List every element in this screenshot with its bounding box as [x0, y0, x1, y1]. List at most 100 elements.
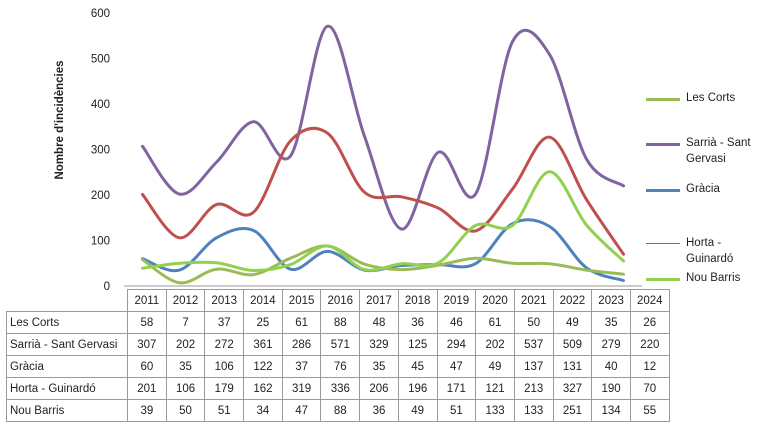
table-cell: 327 — [552, 377, 593, 400]
year-header-cell: 2019 — [436, 289, 477, 312]
series-line-nou-barris — [141, 170, 625, 273]
table-cell: 137 — [513, 355, 554, 378]
table-cell: 272 — [204, 333, 245, 356]
axis-layer: 0 100 200 300 400 500 600 — [91, 8, 642, 293]
table-cell: 279 — [591, 333, 631, 356]
table-cell: 134 — [591, 399, 631, 422]
table-cell: 37 — [204, 311, 245, 334]
table-cell: 162 — [243, 377, 283, 400]
table-cell: 35 — [359, 355, 399, 378]
table-cell: 190 — [591, 377, 631, 400]
legend-label: Les Corts — [686, 92, 736, 104]
table-cell: 58 — [127, 311, 167, 334]
table-cell: 201 — [127, 377, 167, 400]
table-cell: 46 — [436, 311, 477, 334]
table-cell: 51 — [204, 399, 245, 422]
year-header-cell: 2021 — [513, 289, 554, 312]
year-header-cell: 2022 — [552, 289, 593, 312]
table-cell: 106 — [204, 355, 245, 378]
table-cell: 55 — [629, 399, 670, 422]
legend-label: Sarrià - Sant Gervasi — [686, 137, 751, 165]
chart-legend: Les Corts Sarrià - Sant Gervasi Gràcia Hort… — [646, 0, 760, 300]
table-cell: 49 — [475, 355, 515, 378]
row-header-cell: Gràcia — [6, 355, 128, 378]
table-cell: 70 — [629, 377, 670, 400]
table-cell: 39 — [127, 399, 167, 422]
series-layer — [141, 24, 625, 285]
table-row: Horta - Guinardó 201 106 179 162 319 336 206 196… — [6, 377, 670, 400]
row-header-cell: Horta - Guinardó — [6, 377, 128, 400]
y-tick-label: 500 — [91, 54, 110, 66]
table-cell: 509 — [552, 333, 593, 356]
table-cell: 25 — [243, 311, 283, 334]
table-cell: 48 — [359, 311, 399, 334]
table-cell: 61 — [281, 311, 322, 334]
table-row: Gràcia 60 35 106 122 37 76 35 45 47 49 137 131 40 12 — [6, 355, 670, 378]
table-cell: 40 — [591, 355, 631, 378]
year-header-cell: 2016 — [320, 289, 361, 312]
table-cell: 196 — [397, 377, 438, 400]
year-header-cell: 2020 — [475, 289, 515, 312]
table-cell: 537 — [513, 333, 554, 356]
table-cell: 50 — [513, 311, 554, 334]
legend-item: Nou Barris — [646, 270, 760, 286]
series-line-horta-guinard- — [141, 126, 625, 256]
table-cell: 7 — [165, 311, 206, 334]
y-tick-label: 600 — [91, 8, 110, 20]
table-row: Sarrià - Sant Gervasi 307 202 272 361 286 571 3… — [6, 333, 670, 356]
table-cell: 336 — [320, 377, 361, 400]
table-cell: 49 — [397, 399, 438, 422]
table-corner — [6, 289, 128, 312]
table-header-row: 2011 2012 2013 2014 2015 2016 2017 2018 2019 2020… — [6, 289, 670, 312]
y-tick-label: 0 — [104, 281, 110, 293]
table-cell: 361 — [243, 333, 283, 356]
table-row: Les Corts 58 7 37 25 61 88 48 36 46 61 50 49 35 26 — [6, 311, 670, 334]
table-cell: 286 — [281, 333, 322, 356]
y-tick-label: 200 — [91, 190, 110, 202]
legend-swatch — [646, 278, 680, 281]
table-cell: 329 — [359, 333, 399, 356]
year-header-cell: 2018 — [397, 289, 438, 312]
table-cell: 76 — [320, 355, 361, 378]
y-tick-label: 100 — [91, 236, 110, 248]
legend-item: Gràcia — [646, 181, 760, 197]
series-line-sarri-sant-gervasi — [141, 24, 625, 231]
legend-swatch — [646, 98, 680, 101]
table-cell: 34 — [243, 399, 283, 422]
table-cell: 133 — [475, 399, 515, 422]
table-cell: 37 — [281, 355, 322, 378]
legend-label: Gràcia — [686, 183, 720, 195]
table-cell: 47 — [281, 399, 322, 422]
table-cell: 179 — [204, 377, 245, 400]
legend-label: Nou Barris — [686, 272, 741, 284]
year-header-cell: 2015 — [281, 289, 322, 312]
table-cell: 133 — [513, 399, 554, 422]
table-cell: 319 — [281, 377, 322, 400]
row-header-cell: Les Corts — [6, 311, 128, 334]
year-header-cell: 2013 — [204, 289, 245, 312]
table-cell: 202 — [165, 333, 206, 356]
table-cell: 50 — [165, 399, 206, 422]
table-cell: 125 — [397, 333, 438, 356]
y-tick-label: 300 — [91, 145, 110, 157]
data-table: 2011 2012 2013 2014 2015 2016 2017 2018 2019 2020… — [6, 289, 670, 422]
table-cell: 171 — [436, 377, 477, 400]
table-cell: 122 — [243, 355, 283, 378]
row-header-cell: Sarrià - Sant Gervasi — [6, 333, 128, 356]
table-cell: 49 — [552, 311, 593, 334]
year-header-cell: 2011 — [127, 289, 167, 312]
table-cell: 35 — [165, 355, 206, 378]
series-line-gr-cia — [141, 218, 625, 282]
legend-label: Horta - Guinardó — [686, 237, 734, 265]
table-cell: 61 — [475, 311, 515, 334]
table-cell: 202 — [475, 333, 515, 356]
year-header-cell: 2023 — [591, 289, 631, 312]
year-header-cell: 2014 — [243, 289, 283, 312]
table-cell: 36 — [359, 399, 399, 422]
table-cell: 220 — [629, 333, 670, 356]
table-cell: 12 — [629, 355, 670, 378]
table-cell: 51 — [436, 399, 477, 422]
legend-swatch — [646, 189, 680, 192]
table-cell: 60 — [127, 355, 167, 378]
